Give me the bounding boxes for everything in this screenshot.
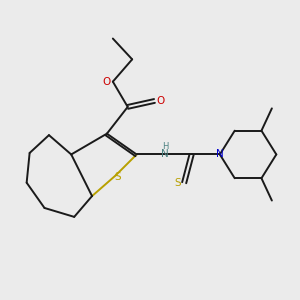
- Text: S: S: [174, 178, 181, 188]
- Text: H: H: [162, 142, 168, 151]
- Text: S: S: [114, 172, 121, 182]
- Text: N: N: [161, 149, 169, 160]
- Text: O: O: [102, 76, 110, 87]
- Text: N: N: [216, 149, 224, 160]
- Text: O: O: [157, 96, 165, 106]
